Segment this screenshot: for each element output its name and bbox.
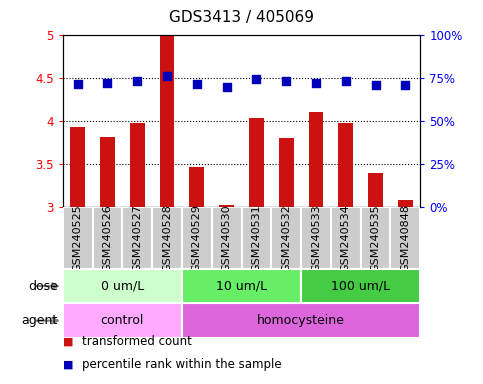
FancyBboxPatch shape xyxy=(182,303,420,338)
Text: GSM240526: GSM240526 xyxy=(102,204,113,272)
FancyBboxPatch shape xyxy=(63,207,93,269)
Point xyxy=(282,78,290,84)
Point xyxy=(104,80,112,86)
Bar xyxy=(249,118,264,207)
Text: GSM240528: GSM240528 xyxy=(162,204,172,272)
Point xyxy=(342,78,350,84)
Text: 0 um/L: 0 um/L xyxy=(101,280,144,293)
FancyBboxPatch shape xyxy=(271,207,301,269)
Text: GSM240848: GSM240848 xyxy=(400,204,411,272)
Bar xyxy=(279,138,294,207)
Text: GSM240531: GSM240531 xyxy=(251,204,261,272)
Text: control: control xyxy=(100,314,144,327)
Bar xyxy=(398,200,413,207)
Point xyxy=(193,81,201,87)
Point xyxy=(163,73,171,79)
Text: GSM240525: GSM240525 xyxy=(72,204,83,272)
Text: GSM240532: GSM240532 xyxy=(281,204,291,272)
Bar xyxy=(219,205,234,207)
Text: ■: ■ xyxy=(63,337,73,347)
Point xyxy=(133,78,141,84)
FancyBboxPatch shape xyxy=(93,207,122,269)
FancyBboxPatch shape xyxy=(212,207,242,269)
Text: GSM240527: GSM240527 xyxy=(132,204,142,272)
FancyBboxPatch shape xyxy=(242,207,271,269)
Text: agent: agent xyxy=(22,314,58,327)
Text: 10 um/L: 10 um/L xyxy=(216,280,267,293)
Text: percentile rank within the sample: percentile rank within the sample xyxy=(82,358,282,371)
Bar xyxy=(338,123,353,207)
Text: GSM240534: GSM240534 xyxy=(341,204,351,272)
FancyBboxPatch shape xyxy=(182,207,212,269)
Bar xyxy=(159,35,174,207)
Text: GSM240533: GSM240533 xyxy=(311,204,321,272)
FancyBboxPatch shape xyxy=(152,207,182,269)
FancyBboxPatch shape xyxy=(390,207,420,269)
FancyBboxPatch shape xyxy=(63,269,182,303)
Bar xyxy=(309,113,324,207)
Text: GSM240535: GSM240535 xyxy=(370,204,381,272)
FancyBboxPatch shape xyxy=(182,269,301,303)
Bar xyxy=(100,137,115,207)
FancyBboxPatch shape xyxy=(301,207,331,269)
Text: transformed count: transformed count xyxy=(82,335,192,348)
Text: GSM240529: GSM240529 xyxy=(192,204,202,272)
Text: 100 um/L: 100 um/L xyxy=(331,280,390,293)
Text: dose: dose xyxy=(28,280,58,293)
Bar xyxy=(70,127,85,207)
Point xyxy=(401,82,409,88)
Text: GDS3413 / 405069: GDS3413 / 405069 xyxy=(169,10,314,25)
Bar xyxy=(189,167,204,207)
Bar xyxy=(130,123,145,207)
Bar xyxy=(368,173,383,207)
FancyBboxPatch shape xyxy=(122,207,152,269)
Point xyxy=(223,84,230,90)
FancyBboxPatch shape xyxy=(63,303,182,338)
Text: GSM240530: GSM240530 xyxy=(222,204,232,272)
FancyBboxPatch shape xyxy=(331,207,361,269)
Text: ■: ■ xyxy=(63,360,73,370)
Point xyxy=(74,81,82,87)
Point xyxy=(312,80,320,86)
Point xyxy=(253,76,260,82)
FancyBboxPatch shape xyxy=(301,269,420,303)
Text: homocysteine: homocysteine xyxy=(257,314,345,327)
Point xyxy=(372,82,380,88)
FancyBboxPatch shape xyxy=(361,207,390,269)
